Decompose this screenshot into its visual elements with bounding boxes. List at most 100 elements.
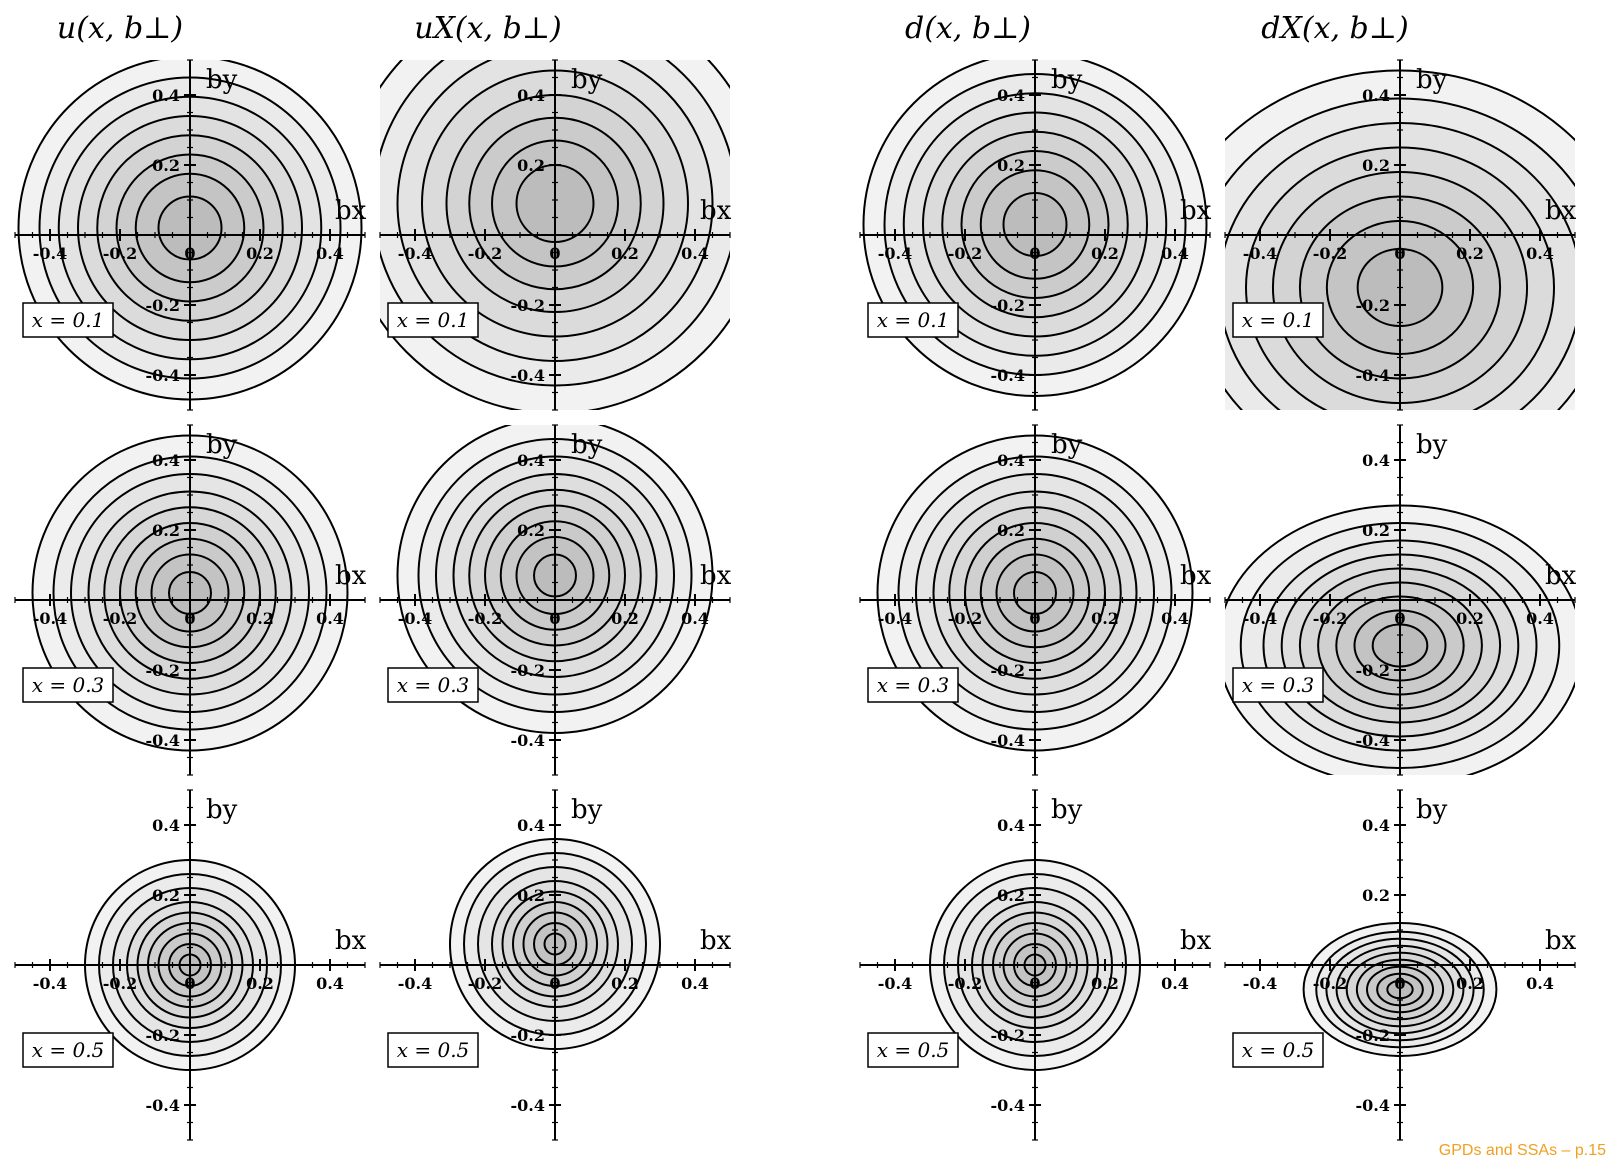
y-tick-label: 0.4 [997,86,1025,105]
x-value-box [387,1032,479,1068]
y-tick-label: -0.2 [511,1026,545,1045]
x-tick-label: -0.2 [468,609,502,628]
y-tick-label: 0.4 [517,451,545,470]
x-value-box [387,302,479,338]
y-tick-label: 0.2 [517,156,545,175]
y-axis-label: by [571,65,603,95]
y-axis-label: by [1051,65,1083,95]
x-axis-label: bx [1545,926,1577,956]
y-axis-label: by [571,795,603,825]
y-tick-label: -0.4 [1356,366,1390,385]
x-axis-label: bx [1180,196,1212,226]
x-tick-label: 0.2 [1091,244,1119,263]
x-tick-label: 0 [184,974,195,993]
y-tick-label: -0.2 [146,1026,180,1045]
x-tick-label: 0 [1394,974,1405,993]
x-axis-label: bx [335,926,367,956]
y-tick-label: -0.4 [1356,731,1390,750]
x-axis-label: bx [700,926,732,956]
x-value-label: x = 0.3 [877,673,950,697]
x-tick-label: 0.4 [1161,244,1189,263]
x-value-label: x = 0.1 [877,308,950,332]
y-tick-label: 0.2 [1362,886,1390,905]
y-tick-label: 0.2 [997,886,1025,905]
y-tick-label: -0.2 [1356,661,1390,680]
x-tick-label: -0.4 [1243,244,1277,263]
x-value-box [22,667,114,703]
x-tick-label: -0.4 [1243,974,1277,993]
y-axis-label: by [1051,430,1083,460]
x-value-label: x = 0.1 [1242,308,1315,332]
x-tick-label: 0.2 [1091,609,1119,628]
x-tick-label: -0.2 [103,609,137,628]
y-tick-label: -0.4 [991,731,1025,750]
x-tick-label: -0.2 [103,244,137,263]
x-tick-label: 0.4 [1161,609,1189,628]
x-tick-label: 0 [184,244,195,263]
footer-page-label: GPDs and SSAs – p.15 [1438,1142,1606,1159]
x-tick-label: 0 [549,609,560,628]
x-tick-label: 0.2 [1456,244,1484,263]
x-tick-label: -0.2 [1313,244,1347,263]
x-tick-label: 0.2 [1456,609,1484,628]
x-value-box [1232,302,1324,338]
x-value-box [867,667,959,703]
x-tick-label: -0.4 [33,974,67,993]
x-axis-label: bx [700,561,732,591]
x-tick-label: -0.2 [1313,974,1347,993]
x-tick-label: 0.4 [316,974,344,993]
x-value-label: x = 0.1 [397,308,470,332]
x-tick-label: -0.4 [1243,609,1277,628]
column-title-dX: dX(x, b⊥) [1261,11,1408,46]
x-tick-label: 0.2 [246,609,274,628]
x-tick-label: 0.4 [1526,974,1554,993]
y-tick-label: 0.4 [152,86,180,105]
x-tick-label: -0.4 [398,244,432,263]
x-value-box [867,1032,959,1068]
x-tick-label: 0 [1029,244,1040,263]
y-axis-label: by [1051,795,1083,825]
y-tick-label: 0.2 [152,156,180,175]
x-tick-label: -0.4 [398,974,432,993]
x-tick-label: -0.2 [468,974,502,993]
y-tick-label: -0.4 [1356,1096,1390,1115]
x-tick-label: -0.4 [878,609,912,628]
x-tick-label: 0 [1394,244,1405,263]
x-value-box [22,302,114,338]
x-tick-label: 0.4 [681,244,709,263]
column-title-uX: uX(x, b⊥) [414,11,562,46]
y-tick-label: 0.2 [997,521,1025,540]
y-tick-label: 0.4 [1362,816,1390,835]
x-tick-label: -0.2 [948,244,982,263]
y-tick-label: 0.4 [1362,86,1390,105]
y-tick-label: 0.2 [1362,156,1390,175]
y-tick-label: 0.4 [152,451,180,470]
x-tick-label: 0 [1029,609,1040,628]
x-value-label: x = 0.5 [32,1038,105,1062]
column-title-d: d(x, b⊥) [905,11,1031,46]
y-tick-label: -0.4 [511,366,545,385]
x-tick-label: -0.4 [33,244,67,263]
x-axis-label: bx [1545,196,1577,226]
column-title-u: u(x, b⊥) [57,11,183,46]
y-tick-label: -0.2 [1356,296,1390,315]
x-tick-label: 0 [1029,974,1040,993]
x-tick-label: 0.4 [681,974,709,993]
y-tick-label: 0.4 [1362,451,1390,470]
x-tick-label: -0.2 [468,244,502,263]
y-tick-label: 0.2 [1362,521,1390,540]
x-axis-label: bx [1180,926,1212,956]
y-tick-label: -0.4 [511,1096,545,1115]
y-tick-label: -0.4 [991,366,1025,385]
y-tick-label: 0.4 [517,816,545,835]
x-value-box [867,302,959,338]
y-tick-label: 0.4 [517,86,545,105]
y-tick-label: 0.2 [517,521,545,540]
x-axis-label: bx [335,561,367,591]
x-value-label: x = 0.5 [877,1038,950,1062]
y-axis-label: by [206,430,238,460]
x-axis-label: bx [700,196,732,226]
y-tick-label: -0.2 [991,661,1025,680]
y-tick-label: -0.4 [146,366,180,385]
